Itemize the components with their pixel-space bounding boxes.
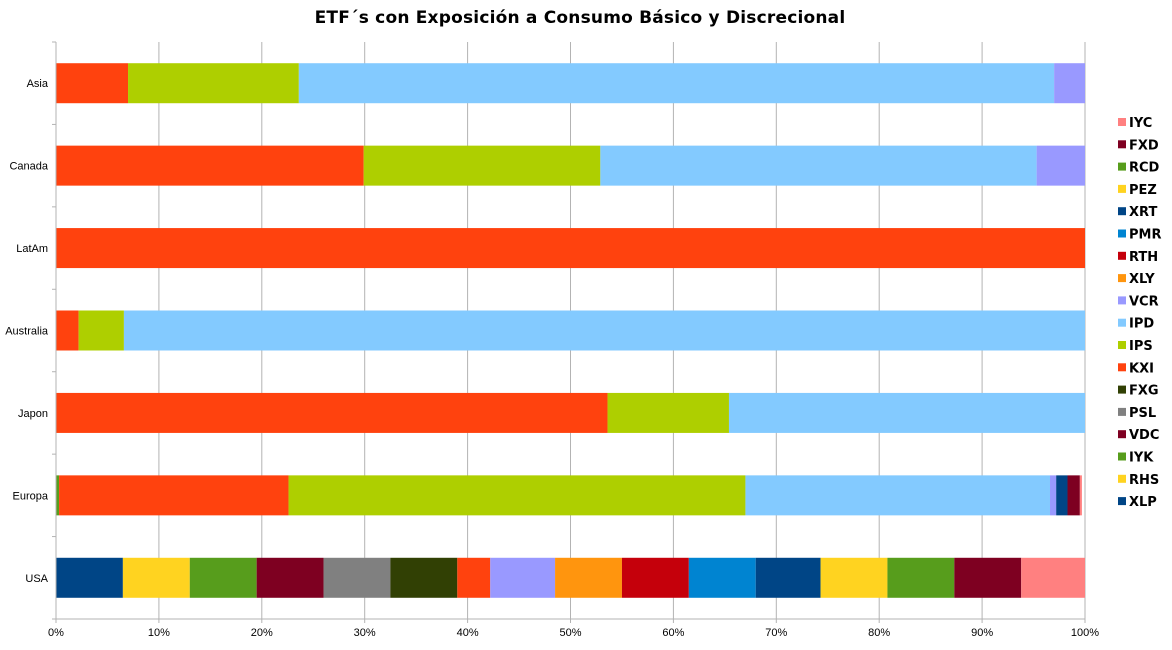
legend-label-ips: IPS: [1129, 339, 1153, 354]
legend-swatch-fxd: [1118, 140, 1126, 149]
legend-swatch-ips: [1118, 341, 1126, 349]
bars-layer: [56, 63, 1085, 598]
legend-swatch-rth: [1118, 251, 1126, 260]
x-tick-label: 90%: [971, 627, 993, 639]
bar-europa-fxd: [1067, 475, 1080, 516]
bar-usa-pez: [820, 557, 888, 598]
bar-usa-fxg: [390, 557, 458, 598]
bar-asia-ips: [128, 63, 299, 104]
y-tick-label-usa: USA: [25, 573, 48, 585]
bar-europa-iyc: [1079, 475, 1082, 516]
bar-usa-xly: [555, 557, 622, 598]
legend-label-xly: XLY: [1129, 272, 1155, 287]
legend-swatch-iyc: [1118, 118, 1126, 126]
bar-europa-xrt: [1056, 475, 1068, 516]
x-tick-label: 0%: [48, 627, 64, 639]
legend-label-fxd: FXD: [1129, 138, 1159, 153]
legend-label-vdc: VDC: [1129, 428, 1159, 443]
bar-usa-vcr: [490, 557, 556, 598]
legend-swatch-pmr: [1118, 229, 1126, 238]
legend-label-pmr: PMR: [1129, 228, 1161, 243]
bar-japon-ipd: [728, 392, 1085, 433]
bar-usa-xlp: [56, 557, 123, 598]
legend-swatch-vdc: [1118, 430, 1126, 439]
bar-usa-iyc: [1021, 557, 1085, 598]
bar-asia-ipd: [298, 63, 1055, 104]
legend-label-xrt: XRT: [1129, 205, 1157, 220]
legend-label-ipd: IPD: [1129, 317, 1154, 332]
x-tick-label: 50%: [559, 627, 581, 639]
legend-swatch-iyk: [1118, 452, 1126, 461]
legend-label-fxg: FXG: [1129, 384, 1159, 399]
bar-canada-ips: [363, 145, 601, 186]
y-tick-label-australia: Australia: [5, 326, 49, 338]
bar-usa-rcd: [887, 557, 955, 598]
x-tick-label: 30%: [354, 627, 376, 639]
legend-swatch-xly: [1118, 274, 1126, 283]
bar-asia-vcr: [1054, 63, 1085, 104]
legend-swatch-psl: [1118, 407, 1126, 416]
legend-label-vcr: VCR: [1129, 294, 1159, 309]
bar-latam-kxi: [56, 228, 1085, 269]
legend-label-iyc: IYC: [1129, 116, 1152, 131]
bar-usa-rhs: [122, 557, 190, 598]
bar-japon-kxi: [56, 392, 608, 433]
x-tick-label: 20%: [251, 627, 273, 639]
bar-europa-ipd: [745, 475, 1051, 516]
bar-usa-xrt: [755, 557, 821, 598]
bar-europa-iyk: [56, 475, 60, 516]
legend-label-kxi: KXI: [1129, 361, 1154, 376]
legend-swatch-vcr: [1118, 296, 1126, 305]
bar-usa-iyk: [189, 557, 257, 598]
y-tick-label-japon: Japon: [18, 408, 48, 420]
y-tick-label-asia: Asia: [27, 78, 49, 90]
bar-canada-kxi: [56, 145, 364, 186]
bar-usa-vdc: [256, 557, 324, 598]
bar-australia-ips: [78, 310, 124, 351]
chart-legend: IYC FXD RCD PEZ XRT PMR RTH XLY VCR IPD IPS KXI FXG P…: [1118, 116, 1161, 510]
bar-usa-pmr: [688, 557, 756, 598]
bar-canada-ipd: [600, 145, 1037, 186]
bar-canada-vcr: [1036, 145, 1085, 186]
x-tick-label: 10%: [148, 627, 170, 639]
bar-europa-kxi: [59, 475, 289, 516]
bar-europa-vcr: [1050, 475, 1057, 516]
legend-swatch-xlp: [1118, 497, 1126, 506]
chart-title: ETF´s con Exposición a Consumo Básico y …: [314, 8, 846, 28]
legend-label-rcd: RCD: [1129, 161, 1160, 176]
legend-swatch-rhs: [1118, 474, 1126, 483]
y-tick-label-canada: Canada: [9, 161, 48, 173]
legend-swatch-kxi: [1118, 363, 1126, 372]
legend-label-rth: RTH: [1129, 250, 1158, 265]
legend-swatch-ipd: [1118, 318, 1126, 327]
bar-europa-ips: [288, 475, 746, 516]
legend-swatch-xrt: [1118, 207, 1126, 216]
x-tick-label: 70%: [765, 627, 787, 639]
legend-swatch-rcd: [1118, 162, 1126, 171]
bar-usa-kxi: [457, 557, 491, 598]
legend-label-xlp: XLP: [1129, 495, 1157, 510]
x-tick-label: 60%: [662, 627, 684, 639]
legend-swatch-pez: [1118, 184, 1126, 193]
bar-australia-kxi: [56, 310, 79, 351]
bar-usa-fxd: [954, 557, 1022, 598]
legend-label-rhs: RHS: [1129, 473, 1159, 488]
legend-label-iyk: IYK: [1129, 451, 1154, 466]
x-tick-label: 80%: [868, 627, 890, 639]
bar-usa-rth: [621, 557, 689, 598]
bar-japon-ips: [607, 392, 729, 433]
axis-layer: 0% 10% 20% 30% 40% 50% 60% 70% 80% 90% 100% Asia Can…: [5, 41, 1099, 639]
bar-asia-kxi: [56, 63, 129, 104]
y-tick-label-europa: Europa: [13, 490, 49, 502]
legend-label-psl: PSL: [1129, 406, 1156, 421]
x-tick-label: 40%: [457, 627, 479, 639]
bar-usa-psl: [323, 557, 391, 598]
legend-swatch-fxg: [1118, 385, 1126, 394]
bar-australia-ipd: [123, 310, 1085, 351]
x-tick-label: 100%: [1071, 627, 1099, 639]
legend-label-pez: PEZ: [1129, 183, 1157, 198]
y-tick-label-latam: LatAm: [16, 243, 48, 255]
